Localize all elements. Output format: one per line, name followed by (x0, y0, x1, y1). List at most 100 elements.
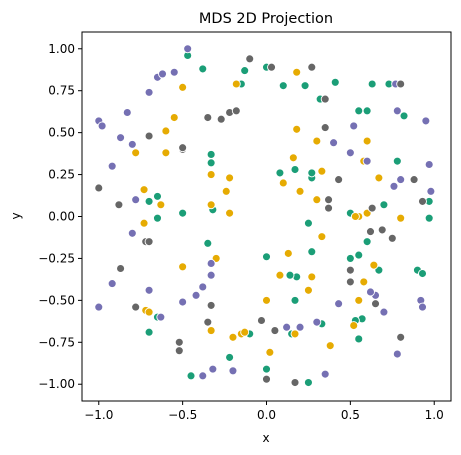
scatter-point (262, 295, 271, 305)
scatter-point (354, 106, 364, 116)
scatter-point (206, 158, 216, 168)
scatter-point (366, 227, 375, 237)
scatter-point (221, 186, 231, 196)
scatter-point (107, 161, 117, 171)
scatter-point (409, 175, 419, 185)
scatter-point (228, 366, 238, 376)
scatter-point (362, 136, 372, 146)
scatter-point (257, 316, 266, 325)
y-tick-label: 0.50 (48, 126, 75, 140)
scatter-point (206, 149, 216, 159)
scatter-point (225, 173, 235, 183)
x-tick-label: 0.5 (341, 408, 360, 422)
scatter-point (292, 67, 302, 77)
scatter-point (349, 121, 359, 131)
scatter-point (203, 238, 213, 248)
scatter-point (245, 54, 255, 64)
x-tick-label: 0.0 (257, 408, 276, 422)
scatter-point (122, 108, 132, 117)
scatter-point (114, 200, 124, 210)
y-tick-label: 1.00 (48, 42, 75, 56)
scatter-point (275, 168, 285, 178)
scatter-point (156, 312, 166, 322)
scatter-point (208, 364, 218, 374)
y-tick-label: −1.00 (38, 377, 75, 391)
scatter-point (354, 250, 364, 260)
scatter-point (312, 136, 322, 146)
scatter-point (307, 168, 317, 178)
scatter-point (144, 327, 154, 337)
y-tick-label: −0.25 (38, 251, 75, 265)
scatter-point (240, 327, 250, 337)
scatter-point (359, 277, 369, 287)
scatter-point (262, 252, 271, 262)
scatter-point (169, 113, 179, 122)
scatter-point (206, 300, 216, 310)
y-tick-label: −0.50 (38, 293, 75, 307)
scatter-point (392, 106, 402, 116)
scatter-point (300, 81, 310, 91)
scatter-point (161, 148, 171, 158)
scatter-point (345, 253, 355, 263)
scatter-point (330, 77, 340, 87)
scatter-point (379, 200, 389, 210)
scatter-point (320, 123, 330, 133)
scatter-point (198, 371, 208, 381)
scatter-point (324, 203, 334, 213)
scatter-point (206, 259, 216, 268)
scatter-point (97, 121, 107, 131)
scatter-point (362, 156, 372, 166)
scatter-point (418, 196, 427, 206)
scatter-point (392, 349, 402, 359)
scatter-point (377, 225, 387, 235)
scatter-point (144, 237, 154, 247)
scatter-point (345, 277, 355, 287)
scatter-point (307, 62, 317, 72)
scatter-point (282, 322, 292, 332)
y-axis-label: y (9, 212, 23, 219)
scatter-point (320, 369, 330, 379)
plot-area (81, 31, 452, 402)
scatter-point (303, 218, 313, 228)
scatter-point (392, 156, 402, 166)
scatter-point (131, 195, 141, 205)
scatter-point (367, 203, 377, 213)
scatter-point (324, 195, 334, 205)
scatter-point (290, 329, 300, 339)
scatter-point (107, 279, 117, 289)
scatter-point (161, 126, 171, 136)
scatter-point (262, 364, 271, 374)
scatter-point (334, 175, 344, 185)
scatter-point (418, 302, 427, 312)
scatter-point (206, 200, 216, 210)
scatter-point (354, 295, 364, 305)
scatter-point (285, 270, 295, 280)
scatter-point (399, 111, 409, 121)
scatter-point (334, 299, 344, 309)
scatter-point (312, 317, 322, 327)
scatter-point (325, 341, 335, 351)
scatter-point (131, 148, 141, 158)
scatter-point (283, 248, 293, 258)
scatter-point (303, 378, 313, 387)
scatter-point (156, 200, 166, 210)
scatter-point (367, 79, 377, 89)
scatter-point (228, 332, 238, 342)
scatter-point (267, 62, 276, 72)
scatter-point (345, 148, 355, 158)
scatter-point (174, 337, 184, 347)
x-tick-label: −0.5 (168, 408, 197, 422)
scatter-point (198, 282, 208, 292)
scatter-point (225, 352, 235, 362)
scatter-point (366, 287, 375, 297)
scatter-point (307, 247, 317, 257)
x-tick-label: 1.0 (425, 408, 444, 422)
scatter-point (231, 106, 241, 116)
scatter-point (290, 295, 300, 305)
scatter-point (396, 175, 406, 185)
scatter-point (371, 299, 380, 309)
scatter-point (290, 165, 300, 174)
scatter-point (144, 285, 154, 295)
scatter-point (94, 302, 104, 312)
